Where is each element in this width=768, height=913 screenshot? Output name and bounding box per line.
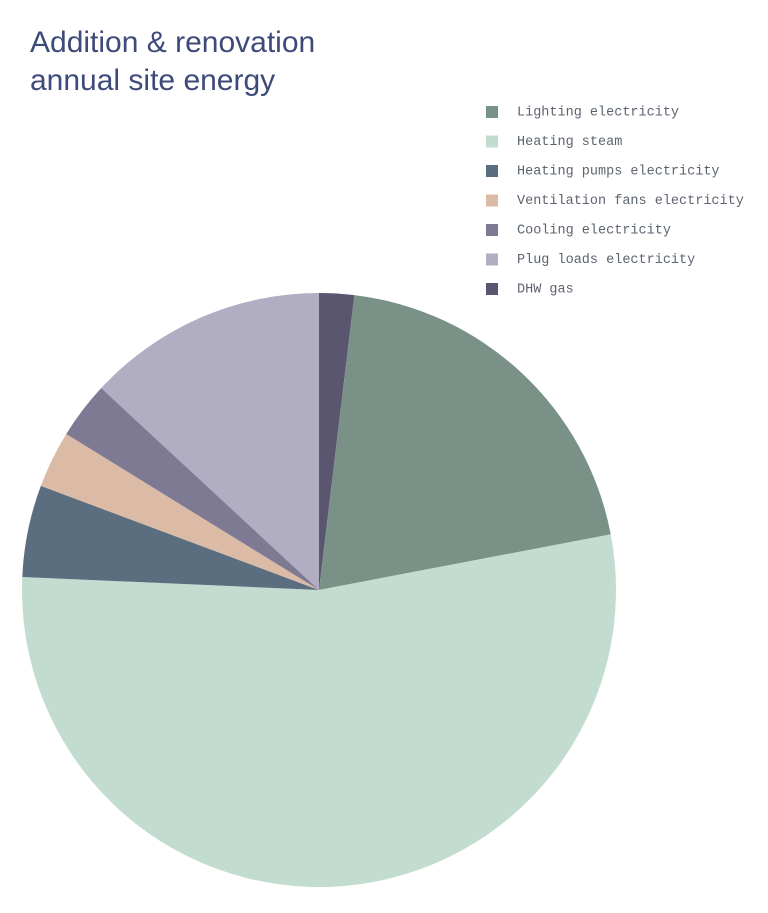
- legend-swatch: [486, 165, 498, 177]
- pie-slice: [66, 388, 319, 590]
- legend-label: Cooling electricity: [517, 224, 671, 239]
- legend-label: Plug loads electricity: [517, 253, 695, 268]
- legend-label: Ventilation fans electricity: [517, 194, 744, 209]
- pie-slice: [21, 534, 616, 888]
- legend-label: Heating steam: [517, 135, 622, 150]
- chart-title: Addition & renovation: [30, 26, 315, 59]
- pie-slice: [319, 293, 355, 590]
- legend-label: Lighting electricity: [517, 106, 679, 121]
- pie-slice: [22, 485, 319, 590]
- legend-swatch: [486, 106, 498, 118]
- legend-swatch: [486, 224, 498, 236]
- pie-slice: [101, 293, 319, 590]
- legend-swatch: [486, 194, 498, 207]
- pie-slice: [319, 295, 611, 590]
- legend-label: DHW gas: [517, 283, 574, 298]
- pie-slice: [40, 434, 319, 590]
- legend-swatch: [486, 253, 498, 266]
- legend-swatch: [486, 283, 498, 295]
- chart-title: annual site energy: [30, 64, 275, 97]
- legend-label: Heating pumps electricity: [517, 165, 720, 180]
- legend-swatch: [486, 135, 498, 148]
